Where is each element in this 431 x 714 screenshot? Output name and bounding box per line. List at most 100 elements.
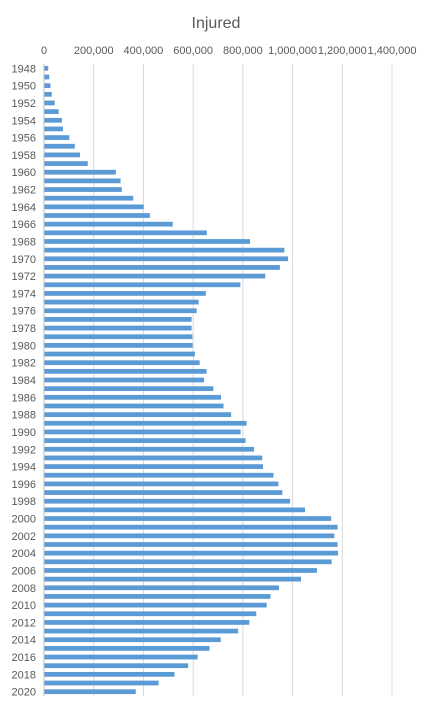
bar-2000 — [44, 516, 332, 521]
x-tick-label: 800,000 — [223, 45, 263, 57]
y-tick-label: 1994 — [12, 462, 36, 474]
bar-1987 — [44, 403, 224, 409]
bar-2006 — [44, 568, 317, 573]
bar-1994 — [44, 464, 263, 469]
y-tick-label: 2020 — [12, 687, 36, 699]
bar-1963 — [44, 195, 134, 201]
bars — [44, 65, 339, 695]
x-tick-label: 1,200,000 — [318, 45, 367, 57]
y-tick-label: 1972 — [12, 271, 36, 283]
bar-1980 — [44, 342, 193, 348]
bar-1968 — [44, 239, 251, 244]
y-tick-label: 2014 — [12, 635, 36, 647]
bar-1958 — [44, 152, 81, 158]
bar-1962 — [44, 187, 122, 192]
bar-1972 — [44, 273, 266, 279]
bar-2018 — [44, 671, 175, 677]
bar-2005 — [44, 559, 332, 565]
bar-1969 — [44, 247, 285, 253]
y-tick-label: 2012 — [12, 617, 36, 629]
y-tick-label: 2006 — [12, 565, 36, 577]
y-tick-label: 1992 — [12, 444, 36, 456]
y-tick-label: 1984 — [12, 375, 36, 387]
bar-2004 — [44, 550, 339, 556]
y-tick-label: 1980 — [12, 340, 36, 352]
y-tick-label: 2004 — [12, 548, 36, 560]
bar-2016 — [44, 654, 198, 660]
bar-2003 — [44, 542, 338, 547]
y-tick-label: 1978 — [12, 323, 36, 335]
bar-1959 — [44, 161, 88, 166]
bar-1982 — [44, 360, 200, 366]
bar-2008 — [44, 585, 279, 591]
bar-1953 — [44, 109, 59, 114]
bar-1961 — [44, 178, 121, 184]
bar-2001 — [44, 524, 338, 530]
bar-1966 — [44, 221, 173, 227]
bar-1996 — [44, 481, 279, 487]
bar-1950 — [44, 83, 51, 89]
bar-1979 — [44, 334, 193, 340]
bar-2015 — [44, 646, 210, 651]
x-tick-label: 1,400,000 — [368, 45, 417, 57]
y-tick-label: 1998 — [12, 496, 36, 508]
y-tick-label: 1970 — [12, 254, 36, 266]
y-tick-label: 1982 — [12, 358, 36, 370]
bar-2002 — [44, 533, 335, 539]
bar-1948 — [44, 65, 49, 71]
y-tick-label: 1954 — [12, 115, 36, 127]
y-tick-label: 1988 — [12, 410, 36, 422]
bar-1970 — [44, 256, 289, 262]
bar-2017 — [44, 663, 189, 669]
bar-2012 — [44, 620, 250, 625]
x-tick-label: 400,000 — [124, 45, 164, 57]
bar-1955 — [44, 126, 63, 132]
bar-1951 — [44, 91, 52, 97]
bar-1964 — [44, 204, 144, 210]
y-tick-label: 1956 — [12, 133, 36, 145]
y-tick-label: 1990 — [12, 427, 36, 439]
y-tick-label: 1948 — [12, 63, 36, 75]
y-tick-label: 1974 — [12, 288, 36, 300]
bar-1981 — [44, 351, 195, 357]
bar-1965 — [44, 213, 150, 218]
bar-1985 — [44, 386, 214, 392]
bar-1977 — [44, 317, 192, 322]
bar-1990 — [44, 429, 241, 435]
bar-1956 — [44, 135, 70, 140]
bar-1998 — [44, 498, 291, 504]
bar-2007 — [44, 576, 302, 582]
y-tick-label: 1960 — [12, 167, 36, 179]
bar-1967 — [44, 230, 207, 236]
x-tick-label: 0 — [41, 45, 47, 57]
bar-1993 — [44, 455, 263, 461]
bar-2009 — [44, 594, 271, 599]
bar-1978 — [44, 325, 192, 331]
y-tick-label: 1962 — [12, 185, 36, 197]
bar-1954 — [44, 117, 62, 123]
bar-1991 — [44, 438, 246, 443]
bar-2019 — [44, 680, 159, 686]
y-tick-label: 1996 — [12, 479, 36, 491]
chart-title: Injured — [192, 15, 241, 32]
bar-1995 — [44, 472, 274, 478]
y-tick-label: 1964 — [12, 202, 36, 214]
x-tick-label: 200,000 — [74, 45, 114, 57]
x-tick-labels: 0 200,000 400,000 600,000 800,000 1,000,000 1,… — [41, 45, 417, 57]
bar-2020 — [44, 689, 136, 695]
y-tick-label: 1976 — [12, 306, 36, 318]
bar-1957 — [44, 143, 75, 149]
bar-2010 — [44, 602, 267, 608]
x-tick-label: 600,000 — [173, 45, 213, 57]
bar-1952 — [44, 100, 55, 106]
x-tick-label: 1,000,000 — [268, 45, 317, 57]
y-tick-labels: 1948 1950 1952 1954 1956 1958 1960 1962 1964 1966… — [12, 63, 36, 698]
bar-2013 — [44, 628, 239, 634]
bar-1971 — [44, 265, 280, 270]
y-tick-label: 2010 — [12, 600, 36, 612]
bar-1997 — [44, 490, 283, 495]
bar-2011 — [44, 611, 257, 617]
y-tick-label: 1952 — [12, 98, 36, 110]
